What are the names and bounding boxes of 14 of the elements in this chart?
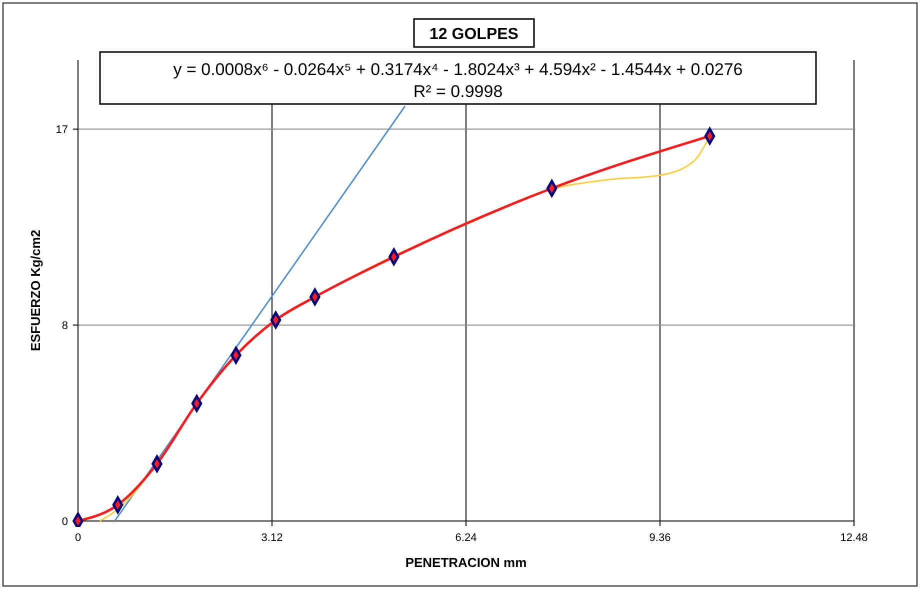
x-tick-label: 6.24 (455, 532, 477, 544)
y-tick-label: 0 (62, 516, 68, 528)
chart-title: 12 GOLPES (430, 26, 519, 43)
annotation: y = 0.0008x⁶ - 0.0264x⁵ + 0.3174x⁴ - 1.8024x³ + 4.594x² - 1.4544x + 0.0276 (173, 60, 743, 79)
x-tick-label: 3.12 (261, 532, 283, 544)
x-tick-label: 12.48 (840, 532, 868, 544)
y-tick-label: 8 (62, 320, 68, 332)
y-tick-label: 17 (56, 124, 68, 136)
x-axis-title: PENETRACION mm (405, 555, 527, 570)
annotation: R² = 0.9998 (413, 82, 503, 101)
x-tick-label: 9.36 (649, 532, 671, 544)
x-tick-label: 0 (74, 532, 82, 544)
point (72, 512, 84, 527)
y-axis-title: ESFUERZO Kg/cm2 (28, 230, 43, 352)
